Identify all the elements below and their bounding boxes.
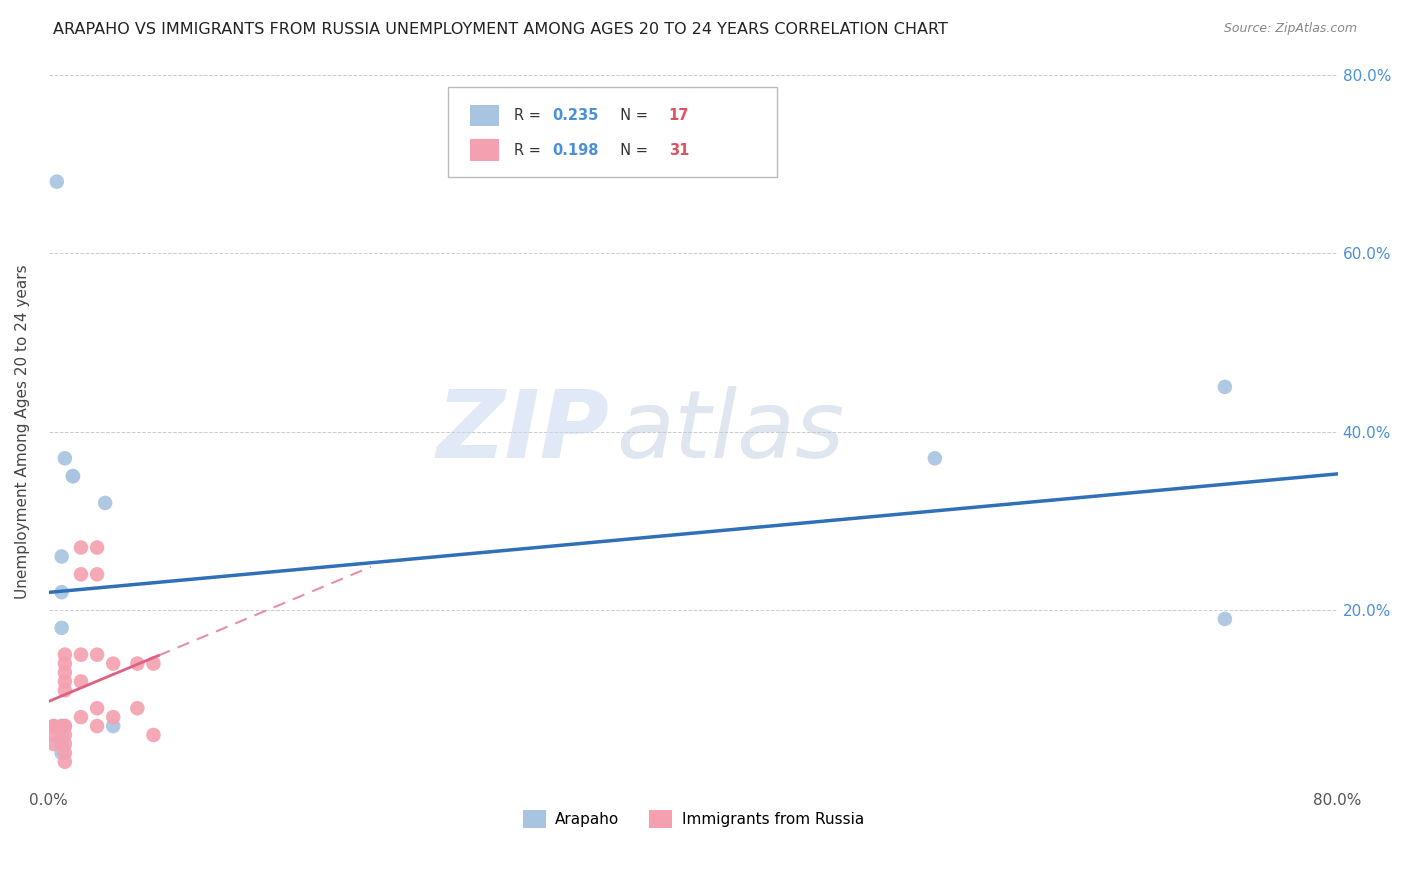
Point	[1213, 612, 1236, 626]
Point	[86, 648, 108, 662]
Text: 31: 31	[669, 143, 689, 158]
Point	[51, 728, 73, 742]
Point	[70, 648, 93, 662]
FancyBboxPatch shape	[470, 105, 499, 127]
Point	[42, 737, 65, 751]
Point	[53, 719, 76, 733]
Text: N =: N =	[610, 108, 652, 123]
Legend: Arapaho, Immigrants from Russia: Arapaho, Immigrants from Russia	[516, 804, 870, 834]
Point	[70, 541, 93, 555]
Point	[94, 496, 117, 510]
Point	[53, 648, 76, 662]
Point	[142, 657, 165, 671]
Point	[86, 719, 108, 733]
Point	[86, 701, 108, 715]
Point	[53, 746, 76, 760]
Point	[53, 657, 76, 671]
Point	[70, 674, 93, 689]
Text: R =: R =	[515, 108, 546, 123]
Point	[42, 728, 65, 742]
Point	[62, 469, 84, 483]
Point	[51, 719, 73, 733]
Point	[51, 585, 73, 599]
Point	[53, 719, 76, 733]
FancyBboxPatch shape	[470, 139, 499, 161]
Text: 0.198: 0.198	[553, 143, 599, 158]
Point	[86, 567, 108, 582]
Point	[127, 657, 149, 671]
Point	[42, 719, 65, 733]
Y-axis label: Unemployment Among Ages 20 to 24 years: Unemployment Among Ages 20 to 24 years	[15, 264, 30, 599]
Point	[53, 737, 76, 751]
Point	[62, 469, 84, 483]
Point	[51, 719, 73, 733]
Point	[86, 541, 108, 555]
Point	[142, 728, 165, 742]
Point	[103, 657, 125, 671]
Point	[53, 665, 76, 680]
Point	[924, 451, 946, 466]
Point	[103, 719, 125, 733]
Text: ARAPAHO VS IMMIGRANTS FROM RUSSIA UNEMPLOYMENT AMONG AGES 20 TO 24 YEARS CORRELA: ARAPAHO VS IMMIGRANTS FROM RUSSIA UNEMPL…	[53, 22, 948, 37]
Point	[53, 451, 76, 466]
Text: ZIP: ZIP	[436, 385, 609, 477]
Point	[53, 683, 76, 698]
Point	[51, 549, 73, 564]
Text: N =: N =	[610, 143, 652, 158]
Point	[70, 567, 93, 582]
Point	[51, 737, 73, 751]
Point	[1213, 380, 1236, 394]
Point	[53, 674, 76, 689]
FancyBboxPatch shape	[449, 87, 778, 177]
Point	[42, 719, 65, 733]
Point	[53, 728, 76, 742]
Point	[51, 746, 73, 760]
Point	[51, 621, 73, 635]
Text: 0.235: 0.235	[553, 108, 599, 123]
Text: atlas: atlas	[616, 386, 844, 477]
Text: R =: R =	[515, 143, 546, 158]
Point	[103, 710, 125, 724]
Point	[127, 701, 149, 715]
Point	[53, 755, 76, 769]
Text: Source: ZipAtlas.com: Source: ZipAtlas.com	[1223, 22, 1357, 36]
Point	[45, 175, 67, 189]
Point	[70, 710, 93, 724]
Text: 17: 17	[669, 108, 689, 123]
